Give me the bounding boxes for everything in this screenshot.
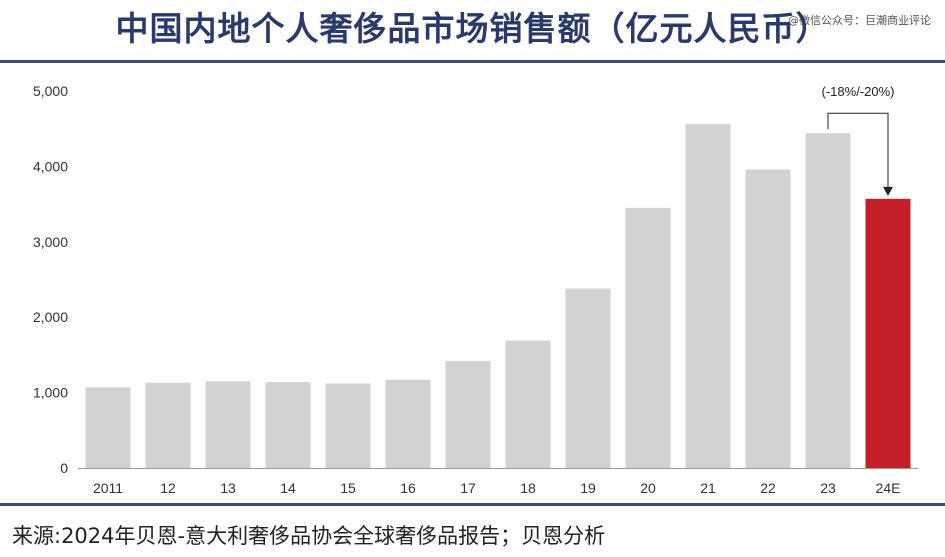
bar-12	[145, 382, 191, 468]
bars	[85, 124, 911, 468]
x-tick-label: 22	[760, 480, 776, 496]
bar-22	[745, 169, 791, 468]
y-tick-label: 4,000	[33, 158, 68, 174]
bottom-rule	[0, 503, 945, 506]
y-tick-label: 1,000	[33, 385, 68, 401]
bar-18	[505, 340, 551, 468]
chart-title: 中国内地个人奢侈品市场销售额（亿元人民币）	[115, 9, 830, 48]
change-annotation: (-18%/-20%)	[822, 84, 895, 196]
x-tick-label: 23	[820, 480, 836, 496]
x-axis: 2011 12 13 14 15 16 17 18 19 20 21 22 23 24E	[93, 480, 901, 496]
bar-19	[565, 288, 611, 468]
y-tick-label: 2,000	[33, 309, 68, 325]
x-tick-label: 21	[700, 480, 716, 496]
bar-chart: 0 1,000 2,000 3,000 4,000 5,000 2011 12 13 14 15 1…	[33, 83, 918, 496]
y-tick-label: 3,000	[33, 234, 68, 250]
x-tick-label: 15	[340, 480, 356, 496]
source-note: 来源:2024年贝恩-意大利奢侈品协会全球奢侈品报告；贝恩分析	[12, 524, 606, 548]
annotation-bracket	[827, 112, 889, 187]
x-tick-label: 20	[640, 480, 656, 496]
y-tick-label: 0	[60, 460, 68, 476]
bar-16	[385, 379, 431, 468]
x-tick-label: 16	[400, 480, 416, 496]
bar-13	[205, 381, 251, 468]
bar-17	[445, 360, 491, 468]
y-axis: 0 1,000 2,000 3,000 4,000 5,000	[33, 83, 68, 476]
y-tick-label: 5,000	[33, 83, 68, 99]
x-tick-label: 12	[160, 480, 176, 496]
annotation-label: (-18%/-20%)	[822, 84, 895, 99]
x-tick-label: 24E	[876, 480, 901, 496]
annotation-arrowhead	[883, 186, 893, 196]
top-rule	[0, 60, 945, 63]
bar-20	[625, 207, 671, 468]
bar-23	[805, 133, 851, 468]
bar-21	[685, 124, 731, 468]
x-tick-label: 13	[220, 480, 236, 496]
x-tick-label: 2011	[93, 480, 123, 496]
watermark: @微信公众号：巨潮商业评论	[788, 14, 931, 27]
bar-2011	[85, 387, 131, 468]
bar-15	[325, 383, 371, 468]
x-tick-label: 19	[580, 480, 596, 496]
bar-24E	[865, 198, 911, 468]
bar-14	[265, 382, 311, 468]
x-tick-label: 18	[520, 480, 536, 496]
x-tick-label: 14	[280, 480, 296, 496]
x-tick-label: 17	[460, 480, 476, 496]
